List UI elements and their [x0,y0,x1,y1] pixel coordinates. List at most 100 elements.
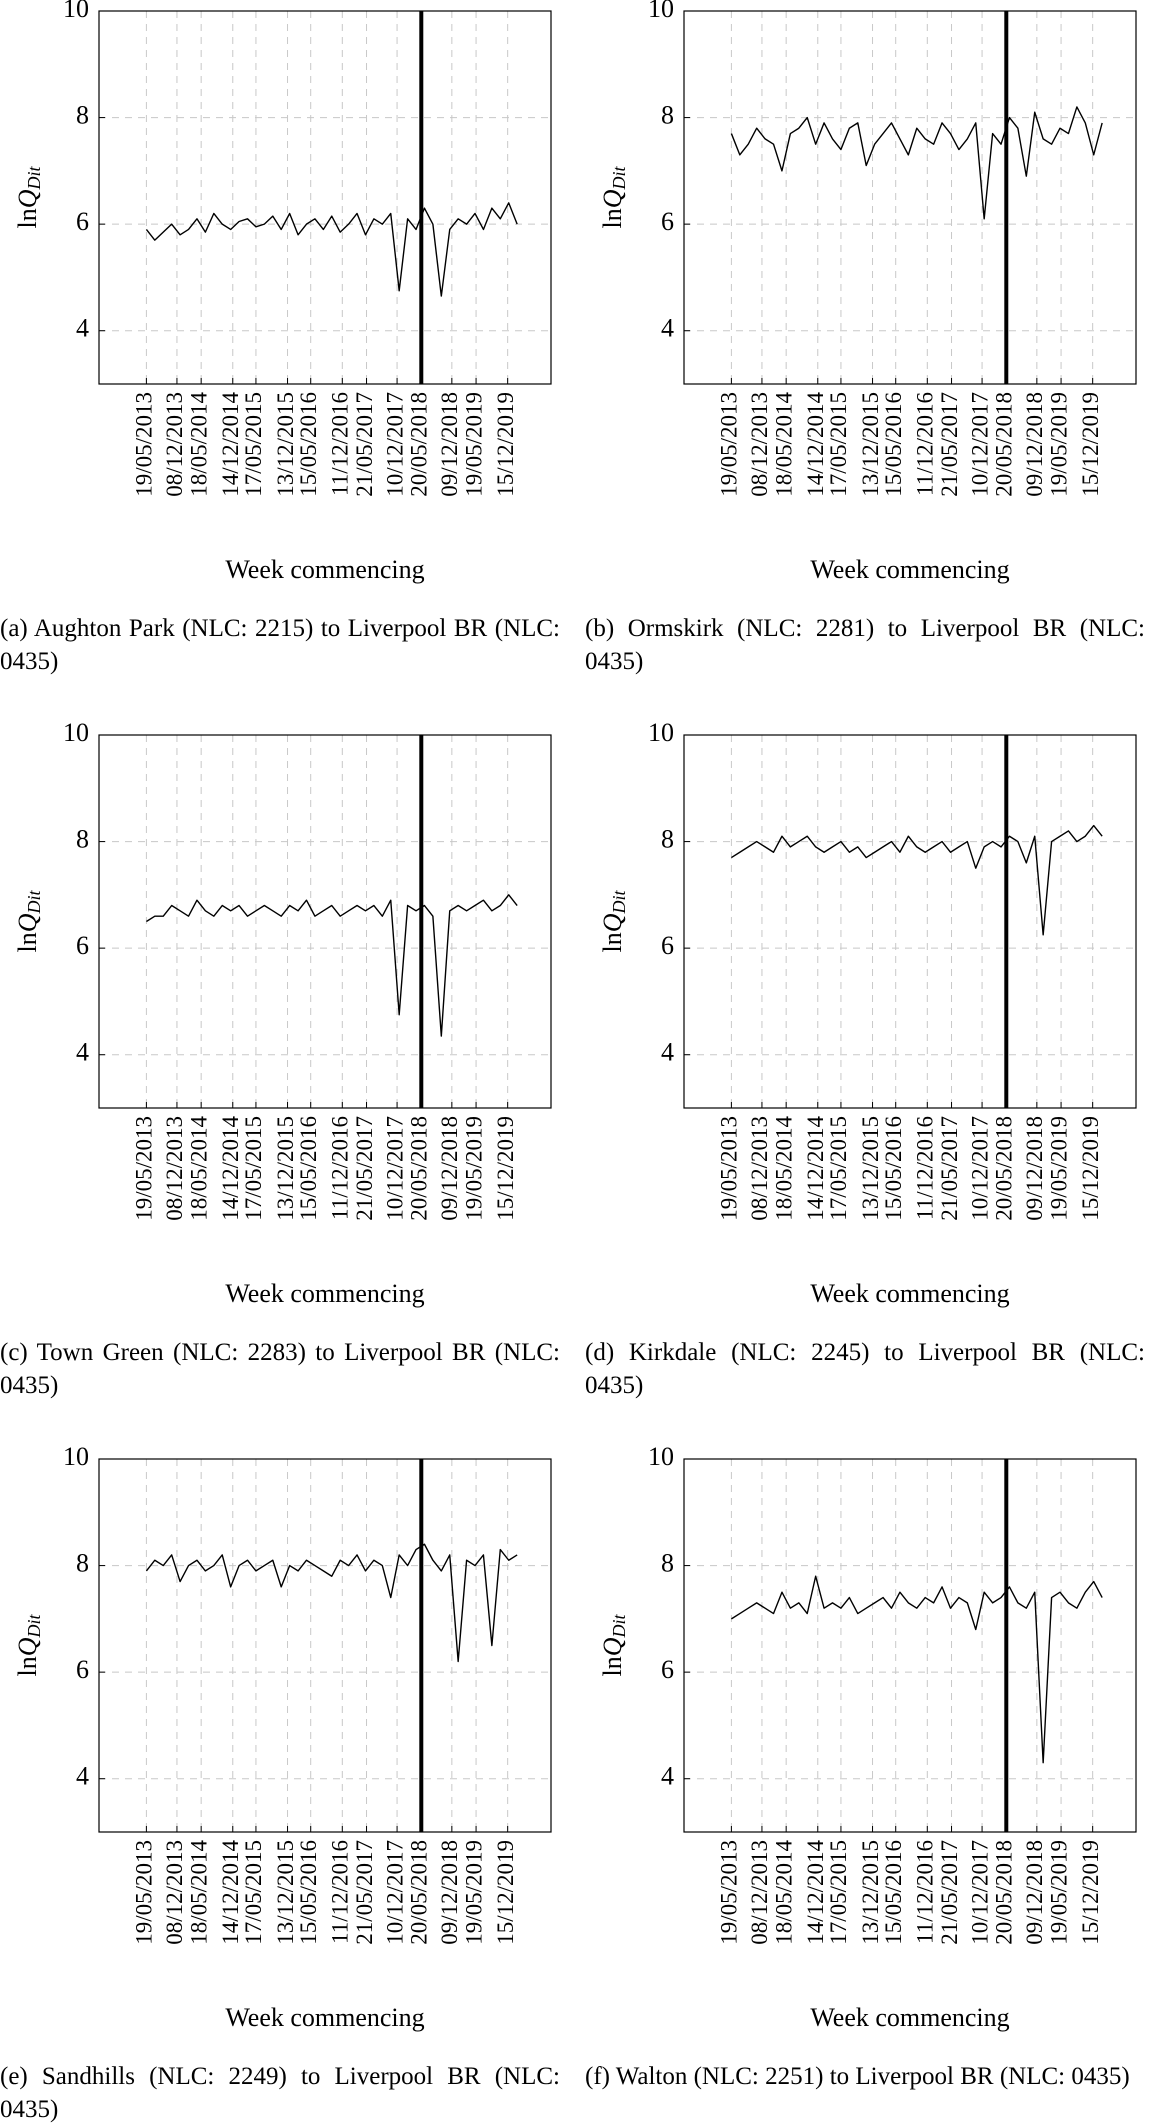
x-tick-label: 13/12/2015 [273,1116,298,1221]
x-tick-label: 15/05/2016 [296,392,321,497]
x-tick-label: 19/05/2019 [461,392,486,497]
y-axis-label-part: ln [13,208,42,228]
y-axis-label-part: Q [13,1637,42,1656]
y-tick-label: 6 [661,207,674,236]
y-tick-label: 4 [76,1038,89,1067]
x-tick-label: 14/12/2014 [218,1116,243,1221]
y-axis-label-part: Q [598,189,627,208]
y-axis-label-part: ln [598,1656,627,1676]
y-axis-label: lnQDit [598,166,629,229]
x-tick-label: 18/05/2014 [186,1116,211,1221]
x-tick-label: 19/05/2019 [1046,392,1071,497]
x-tick-label: 08/12/2013 [162,1840,187,1945]
x-tick-label: 19/05/2019 [461,1116,486,1221]
caption: (f) Walton (NLC: 2251) to Liverpool BR (… [585,2063,1130,2090]
x-axis-label: Week commencing [225,2003,424,2032]
x-tick-label: 08/12/2013 [162,392,187,497]
data-line [145,202,518,297]
y-axis-label-part: Dit [609,890,629,915]
y-tick-label: 10 [648,0,674,23]
y-axis-label-part: Q [13,189,42,208]
caption: (b) Ormskirk (NLC: 2281) to Liverpool BR… [585,615,1145,675]
y-tick-label: 6 [661,1655,674,1684]
x-tick-label: 18/05/2014 [771,1840,796,1945]
y-axis-label: lnQDit [598,890,629,953]
y-axis-label-part: ln [598,932,627,952]
data-line [731,824,1103,936]
x-tick-label: 15/12/2019 [1078,1840,1103,1945]
y-tick-label: 8 [76,101,89,130]
y-axis-label-part: Dit [24,1614,44,1639]
x-tick-label: 11/12/2016 [913,1116,938,1220]
x-tick-label: 15/05/2016 [881,392,906,497]
y-axis-label: lnQDit [598,1614,629,1677]
x-tick-label: 17/05/2015 [241,1840,266,1945]
x-tick-label: 21/05/2017 [937,1840,962,1945]
plot-frame [683,1458,1137,1833]
x-tick-label: 14/12/2014 [218,1840,243,1945]
y-axis-label-part: Dit [24,890,44,915]
x-tick-label: 13/12/2015 [273,392,298,497]
x-tick-label: 18/05/2014 [771,1116,796,1221]
caption: (a) Aughton Park (NLC: 2215) to Liverpoo… [0,615,560,675]
plot-frame [683,734,1137,1109]
x-axis-label: Week commencing [810,1279,1009,1308]
caption: (c) Town Green (NLC: 2283) to Liverpool … [0,1339,560,1399]
x-tick-label: 17/05/2015 [241,1116,266,1221]
y-tick-label: 10 [648,1442,674,1471]
panel: 4 6 8 10 19/05/2013 08/12/2013 18/05/2014 14/12… [598,0,1137,584]
x-tick-label: 10/12/2017 [967,392,992,497]
x-tick-label: 15/12/2019 [493,1116,518,1221]
x-tick-label: 10/12/2017 [967,1116,992,1221]
x-tick-label: 15/12/2019 [493,1840,518,1945]
x-tick-label: 18/05/2014 [771,392,796,497]
x-tick-label: 19/05/2013 [132,392,157,497]
y-tick-label: 10 [63,718,89,747]
x-tick-label: 09/12/2018 [437,1840,462,1945]
y-tick-label: 10 [63,1442,89,1471]
y-axis-label-part: ln [598,208,627,228]
y-tick-label: 8 [76,1549,89,1578]
data-line [730,106,1103,220]
x-tick-label: 19/05/2013 [132,1840,157,1945]
plot-frame [98,734,552,1109]
x-tick-label: 15/05/2016 [296,1116,321,1221]
x-tick-label: 14/12/2014 [803,392,828,497]
x-tick-label: 19/05/2013 [717,1116,742,1221]
y-tick-label: 8 [661,101,674,130]
x-tick-label: 19/05/2019 [1046,1840,1071,1945]
y-tick-label: 4 [76,1762,89,1791]
x-tick-label: 10/12/2017 [382,392,407,497]
x-tick-label: 17/05/2015 [826,1116,851,1221]
caption: (d) Kirkdale (NLC: 2245) to Liverpool BR… [585,1339,1145,1399]
x-tick-label: 19/05/2013 [717,392,742,497]
x-tick-label: 10/12/2017 [967,1840,992,1945]
x-tick-label: 15/12/2019 [493,392,518,497]
y-tick-label: 10 [648,718,674,747]
y-tick-label: 10 [63,0,89,23]
x-tick-label: 15/05/2016 [296,1840,321,1945]
x-axis-label: Week commencing [810,555,1009,584]
x-tick-label: 15/05/2016 [881,1840,906,1945]
y-axis-label: lnQDit [13,1614,44,1677]
x-tick-label: 09/12/2018 [437,392,462,497]
x-tick-label: 11/12/2016 [913,1840,938,1944]
x-tick-label: 19/05/2013 [132,1116,157,1221]
panel: 4 6 8 10 19/05/2013 08/12/2013 18/05/2014 14/12… [598,718,1137,1308]
x-tick-label: 20/05/2018 [992,1116,1017,1221]
y-tick-label: 4 [661,314,674,343]
y-tick-label: 6 [76,207,89,236]
x-tick-label: 19/05/2013 [717,1840,742,1945]
x-tick-label: 19/05/2019 [1046,1116,1071,1221]
plot-frame [98,10,552,385]
x-tick-label: 21/05/2017 [352,392,377,497]
y-axis-label-part: ln [13,932,42,952]
y-axis-label-part: Dit [609,1614,629,1639]
x-tick-label: 13/12/2015 [858,392,883,497]
x-tick-label: 09/12/2018 [1022,392,1047,497]
x-tick-label: 15/12/2019 [1078,1116,1103,1221]
y-tick-label: 6 [661,931,674,960]
plot-frame [683,10,1137,385]
data-line [145,1543,518,1663]
